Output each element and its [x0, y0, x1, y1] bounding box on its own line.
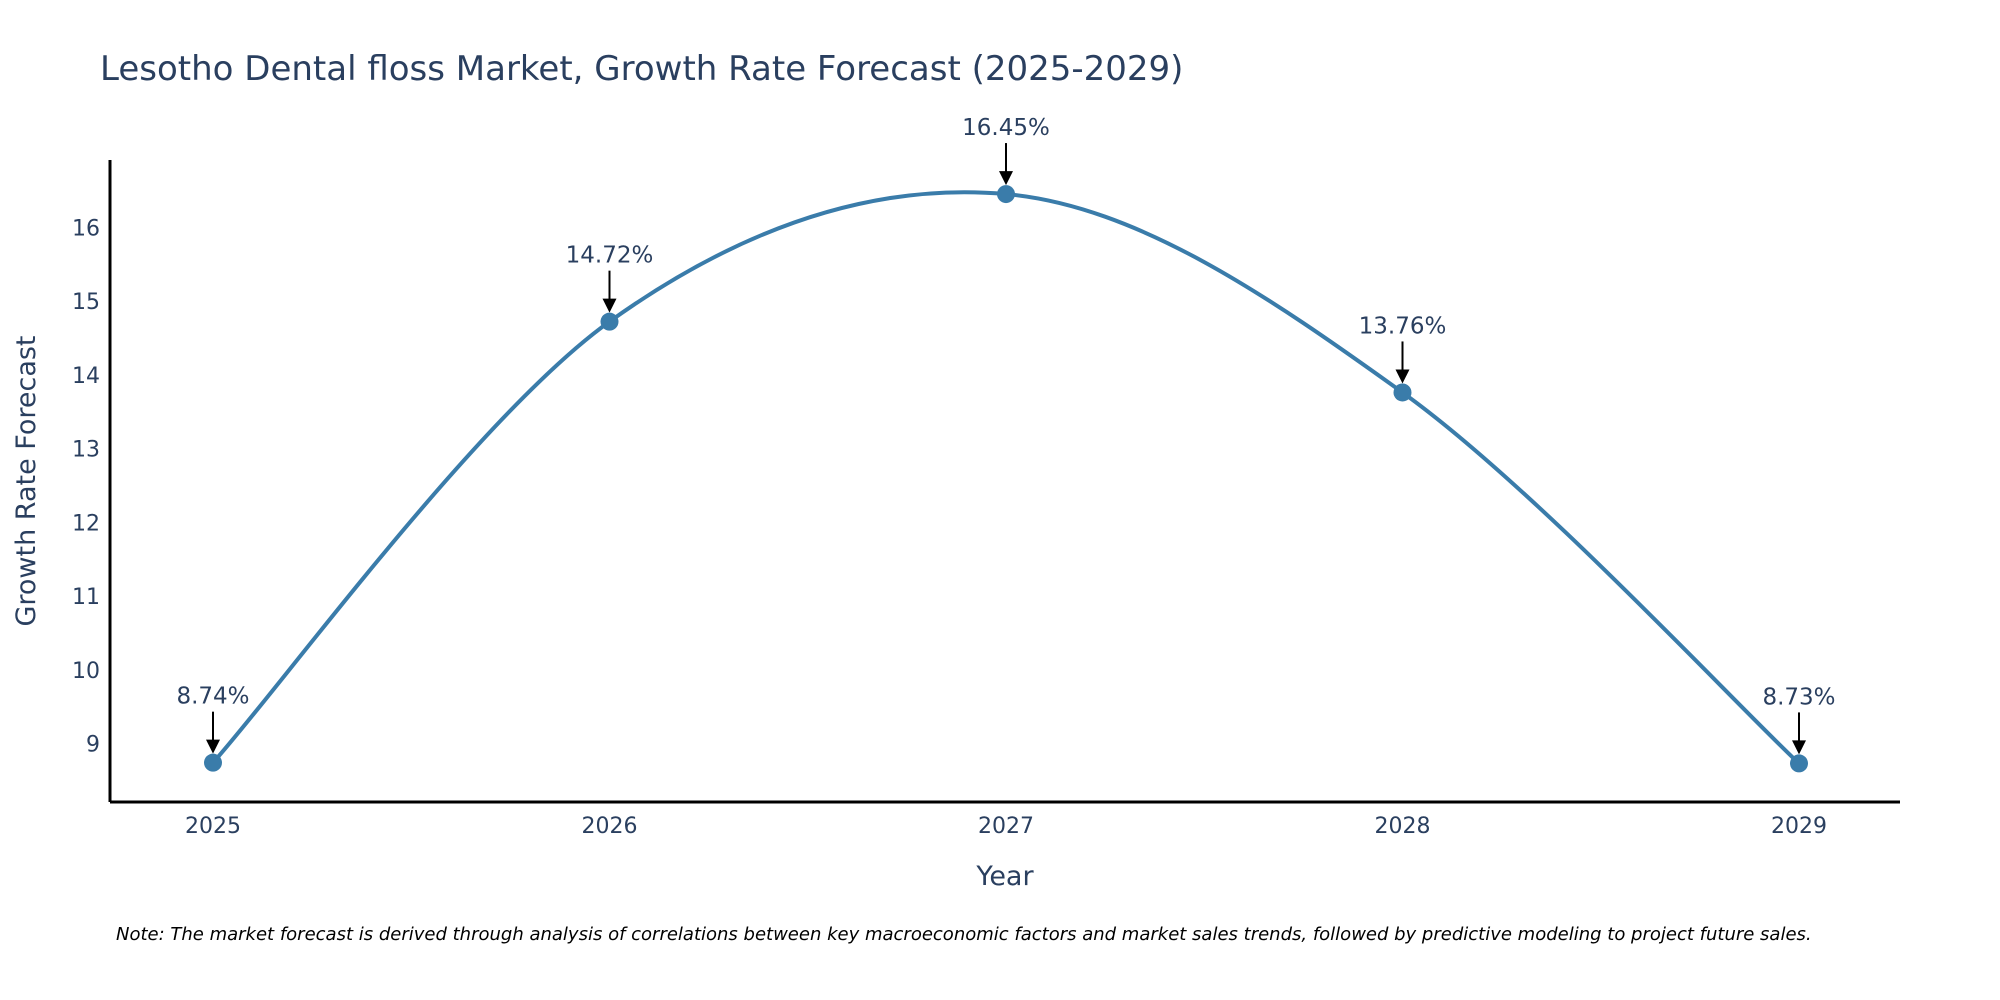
x-tick-label: 2025	[185, 814, 241, 839]
data-label: 16.45%	[962, 115, 1050, 141]
y-tick-label: 15	[72, 290, 100, 315]
y-tick-label: 9	[86, 733, 100, 758]
x-tick-labels: 2025 2026 2027 2028 2029	[185, 814, 1827, 839]
y-tick-label: 10	[72, 659, 100, 684]
y-axis-title: Growth Rate Forecast	[11, 335, 42, 626]
series-line	[211, 190, 1801, 765]
data-label: 13.76%	[1359, 313, 1447, 339]
y-tick-label: 16	[72, 216, 100, 241]
annotation-arrow-head	[602, 298, 617, 313]
annotation-arrow-head	[999, 171, 1013, 186]
data-point-marker	[1393, 383, 1412, 402]
x-tick-label: 2026	[582, 814, 638, 839]
annotation-arrow-head	[1792, 740, 1806, 755]
data-point-marker	[1790, 754, 1808, 773]
data-label: 14.72%	[566, 243, 654, 269]
y-tick-label: 11	[72, 585, 100, 610]
data-points	[204, 185, 1808, 773]
x-tick-label: 2029	[1771, 814, 1827, 839]
data-point-marker	[600, 312, 619, 331]
data-point-marker	[204, 753, 222, 772]
footnote: Note: The market forecast is derived thr…	[116, 924, 1812, 945]
data-label-annotations: 8.74% 14.72% 16.45% 13.76% 8.73%	[176, 115, 1836, 755]
annotation-arrow-head	[1395, 369, 1410, 384]
data-label: 8.74%	[176, 684, 249, 710]
axes	[108, 160, 1900, 804]
data-point-marker	[997, 185, 1015, 204]
x-tick-label: 2028	[1375, 814, 1431, 839]
chart-title: Lesotho Dental floss Market, Growth Rate…	[100, 49, 1183, 89]
y-tick-label: 13	[72, 438, 100, 463]
data-label: 8.73%	[1762, 684, 1835, 710]
y-tick-labels: 9 10 11 12 13 14 15 16	[72, 216, 100, 757]
annotation-arrow-head	[206, 739, 220, 754]
x-tick-label: 2027	[978, 814, 1034, 839]
y-tick-label: 12	[72, 511, 100, 536]
y-tick-label: 14	[72, 364, 100, 389]
x-axis-title: Year	[975, 861, 1034, 892]
